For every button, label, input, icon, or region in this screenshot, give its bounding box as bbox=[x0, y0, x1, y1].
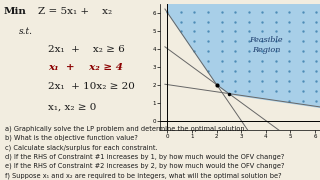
Text: a) Graphically solve the LP problem and determine the optimal solution.: a) Graphically solve the LP problem and … bbox=[5, 126, 246, 132]
Text: x₁, x₂ ≥ 0: x₁, x₂ ≥ 0 bbox=[48, 102, 96, 111]
Text: 2x₁  + 10x₂ ≥ 20: 2x₁ + 10x₂ ≥ 20 bbox=[48, 82, 135, 91]
Text: s.t.: s.t. bbox=[19, 27, 33, 36]
Text: 2x₁  +    x₂ ≥ 6: 2x₁ + x₂ ≥ 6 bbox=[48, 45, 125, 54]
Text: Feasible
Region: Feasible Region bbox=[249, 36, 283, 54]
Text: b) What is the objective function value?: b) What is the objective function value? bbox=[5, 135, 138, 141]
Text: c) Calculate slack/surplus for each constraint.: c) Calculate slack/surplus for each cons… bbox=[5, 144, 157, 151]
Text: d) If the RHS of Constraint #1 increases by 1, by how much would the OFV change?: d) If the RHS of Constraint #1 increases… bbox=[5, 154, 284, 160]
Text: f) Suppose x₁ and x₂ are required to be integers, what will the optimal solution: f) Suppose x₁ and x₂ are required to be … bbox=[5, 172, 281, 179]
Text: e) If the RHS of Constraint #2 increases by 2, by how much would the OFV change?: e) If the RHS of Constraint #2 increases… bbox=[5, 163, 284, 169]
Text: Z = 5x₁ +    x₂: Z = 5x₁ + x₂ bbox=[38, 7, 113, 16]
Text: Min: Min bbox=[3, 7, 26, 16]
Text: x₁  +    x₂ ≥ 4: x₁ + x₂ ≥ 4 bbox=[48, 63, 123, 72]
